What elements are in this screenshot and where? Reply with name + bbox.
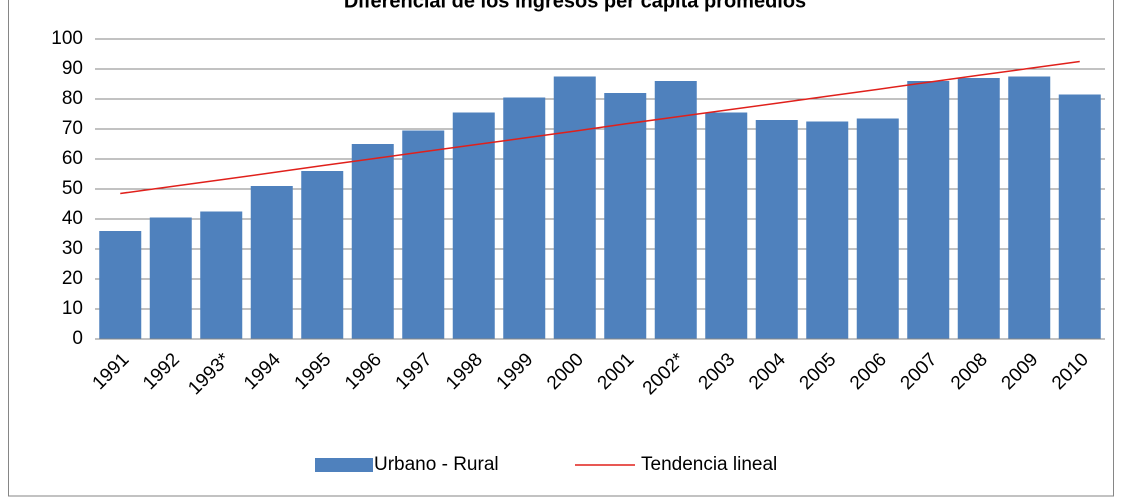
bar [654,81,697,339]
bar [1008,76,1051,339]
bar [806,121,849,339]
y-tick-label: 30 [62,238,83,259]
bar [553,76,596,339]
chart-title: Diferencial de los ingresos per cápita p… [344,0,806,12]
bar [250,186,293,339]
bar [402,130,445,339]
bar [705,112,748,339]
bar [99,231,142,339]
y-tick-label: 0 [72,328,83,349]
y-tick-label: 90 [62,58,83,79]
y-tick-label: 80 [62,88,83,109]
y-tick-label: 50 [62,178,83,199]
bar [755,120,798,339]
bar [149,217,192,339]
bar [301,171,344,339]
legend-label: Tendencia lineal [641,454,777,475]
legend-label: Urbano - Rural [374,454,499,475]
y-tick-label: 20 [62,268,83,289]
bar [856,118,899,339]
y-tick-label: 40 [62,208,83,229]
bar [957,78,1000,339]
y-tick-label: 10 [62,298,83,319]
bar [503,97,546,339]
y-tick-label: 70 [62,118,83,139]
bar [604,93,647,339]
bar [351,144,394,339]
bar [452,112,495,339]
y-tick-label: 100 [51,28,83,49]
y-tick-label: 60 [62,148,83,169]
bar [1058,94,1101,339]
trend-line [120,60,1080,195]
bar [200,211,243,339]
bar [907,81,950,339]
legend-swatch [315,458,373,472]
